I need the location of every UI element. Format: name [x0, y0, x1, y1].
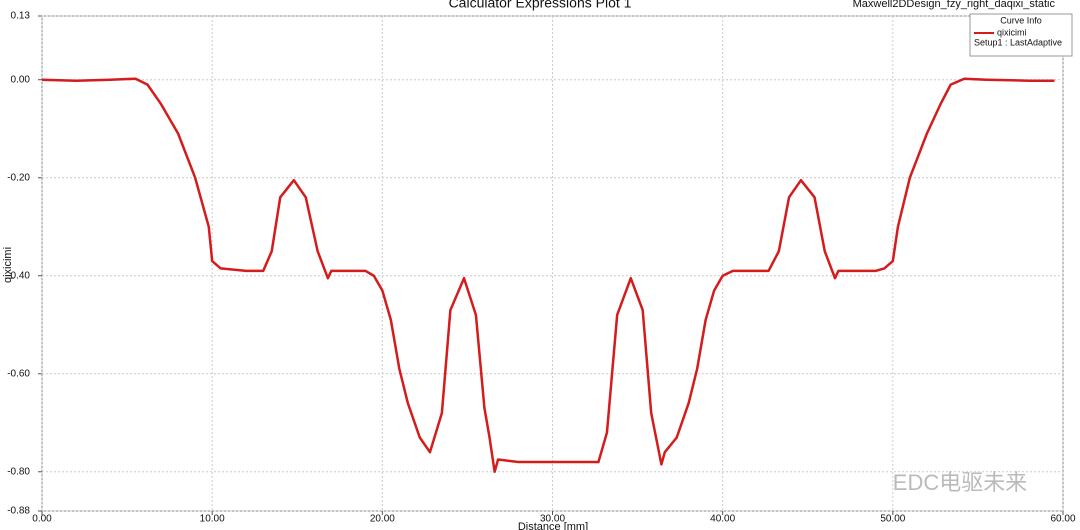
chart-title: Calculator Expressions Plot 1	[449, 0, 632, 11]
y-tick-label: -0.88	[7, 506, 30, 517]
legend-box	[969, 13, 1073, 57]
x-tick-label: 10.00	[200, 514, 225, 525]
legend-entry: qixicimi	[997, 27, 1027, 37]
legend: Curve Info qixicimi Setup1 : LastAdaptiv…	[969, 13, 1073, 57]
y-tick-label: -0.20	[7, 172, 30, 183]
x-axis-label: Distance [mm]	[518, 521, 588, 530]
x-tick-label: 50.00	[880, 514, 905, 525]
x-tick-label: 30.00	[540, 514, 565, 525]
setup-label: Setup1 : LastAdaptive	[974, 37, 1062, 47]
y-axis-label: qixicimi	[2, 247, 14, 283]
x-tick-label: 40.00	[710, 514, 735, 525]
y-tick-label: -0.60	[7, 368, 30, 379]
series-line	[41, 77, 1055, 474]
x-tick-label: 0.00	[32, 514, 52, 525]
y-tick-label: -0.80	[7, 466, 30, 477]
design-name: Maxwell2DDesign_fzy_right_daqixi_static	[853, 0, 1056, 10]
watermark: EDC电驱未来	[893, 470, 1027, 495]
y-tick-label: 0.00	[11, 74, 31, 85]
y-tick-label: 0.13	[11, 11, 31, 22]
x-tick-label: 60.00	[1050, 514, 1075, 525]
x-tick-label: 20.00	[370, 514, 395, 525]
legend-title: Curve Info	[1000, 15, 1042, 25]
y-tick-label: -0.40	[7, 270, 30, 281]
